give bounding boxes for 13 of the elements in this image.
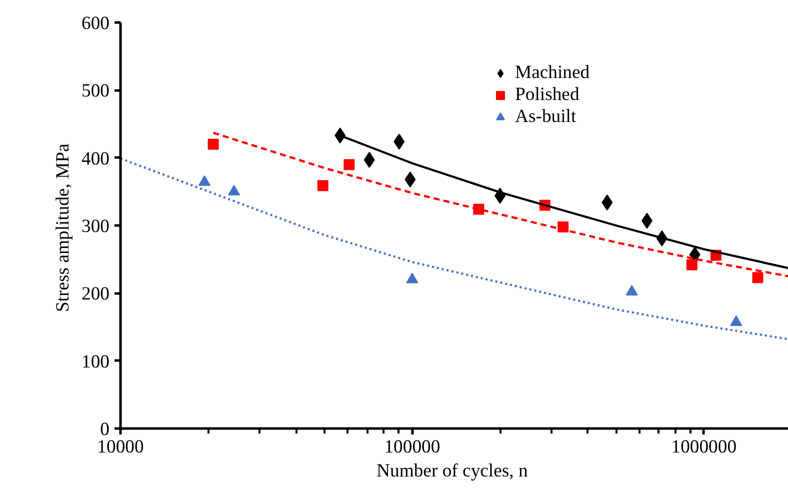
x-tick-label: 100000	[384, 436, 440, 458]
y-axis-title: Stress amplitude, MPa	[52, 142, 74, 312]
legend-label: As-built	[515, 106, 576, 128]
y-tick-label: 300	[82, 216, 110, 237]
y-tick-label: 100	[82, 351, 110, 372]
y-tick-label: 200	[82, 284, 110, 305]
y-tick-label: 500	[82, 80, 110, 102]
x-tick-label: 1000000	[671, 436, 737, 458]
y-tick-label: 600	[82, 13, 110, 34]
legend-label: Machined	[515, 62, 590, 84]
y-tick-label: 400	[82, 148, 110, 170]
legend-label: Polished	[515, 84, 580, 106]
x-axis-title: Number of cycles, n	[376, 460, 528, 482]
